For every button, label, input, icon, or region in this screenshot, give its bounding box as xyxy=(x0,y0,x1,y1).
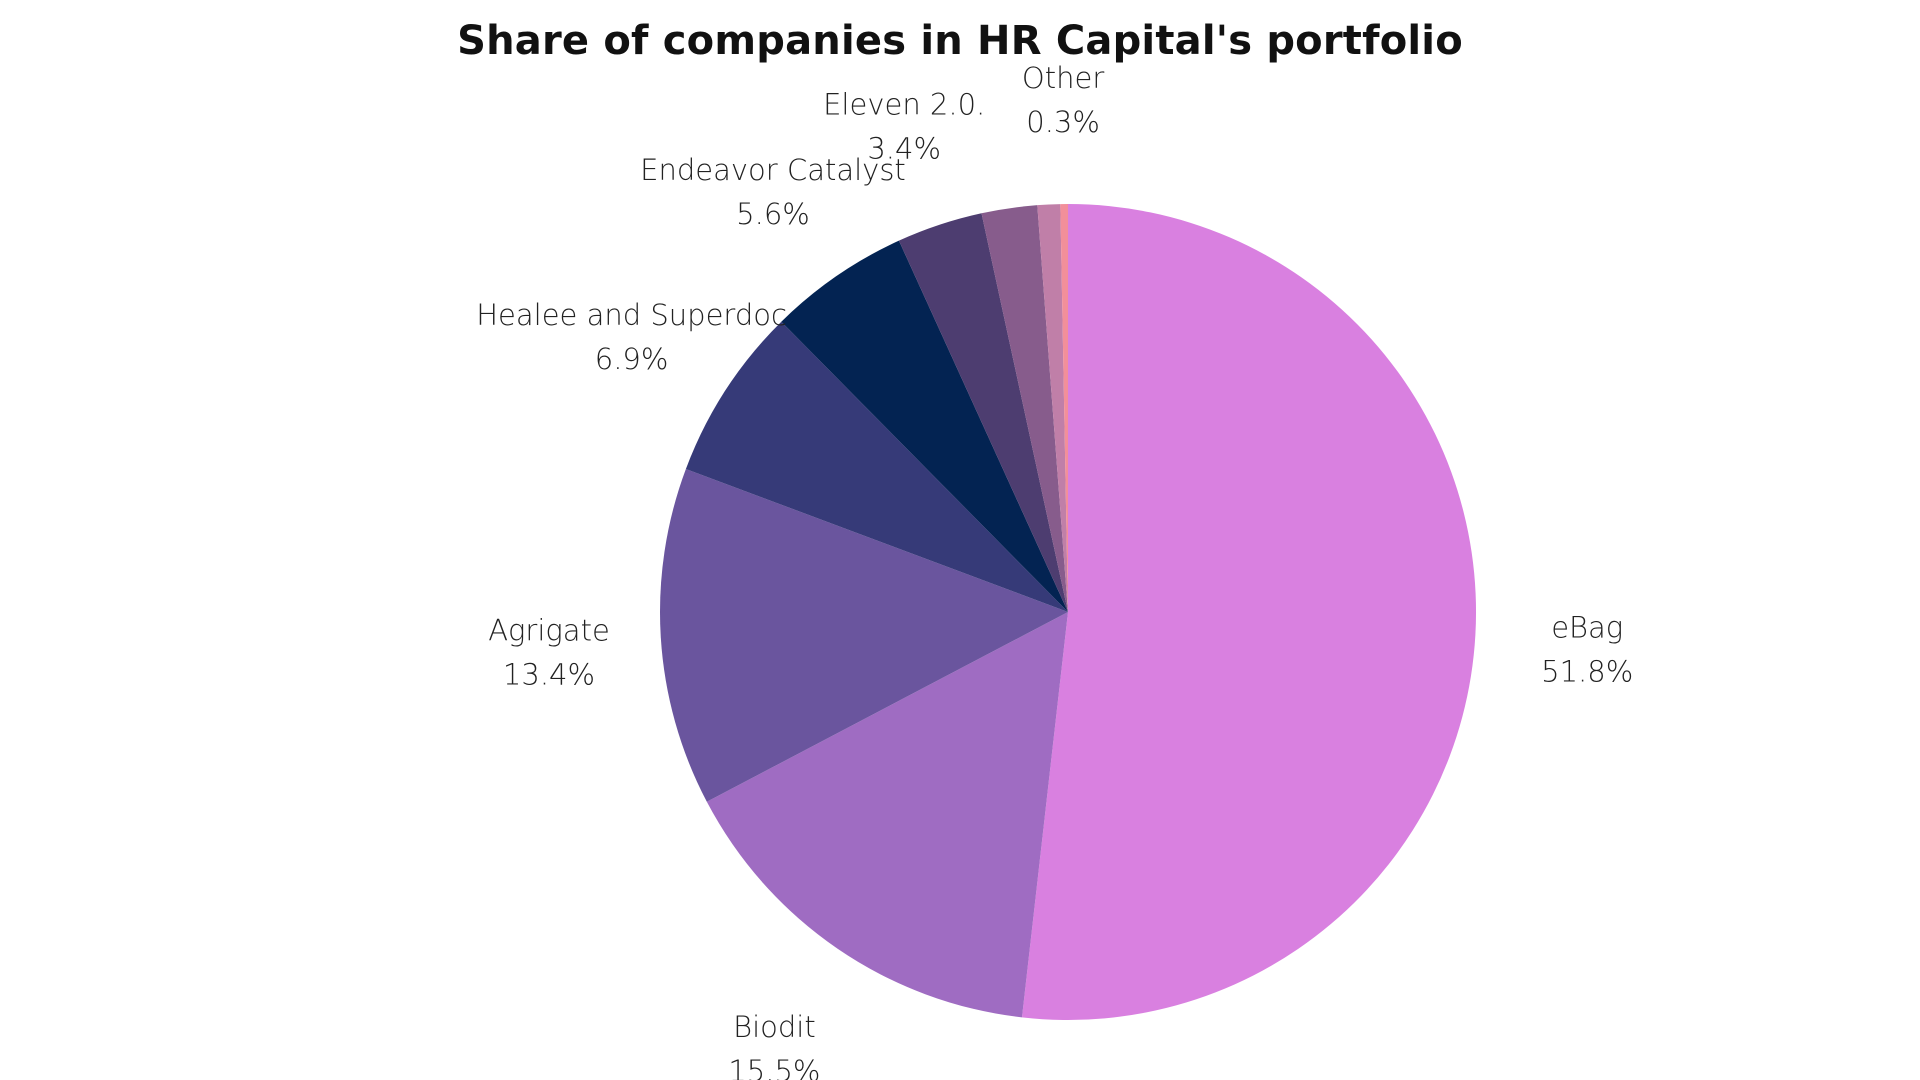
slice-value-other: 0.3% xyxy=(1026,105,1100,139)
slice-label-ebag: eBag xyxy=(1551,610,1623,644)
pie-slice-healee-and-superdoc xyxy=(685,321,1068,612)
slice-value-biodit: 15.5% xyxy=(728,1054,820,1080)
slice-label-agrigate: Agrigate xyxy=(488,614,610,648)
slice-label-other: Other xyxy=(1022,61,1104,95)
slice-label-eleven-2-0: Eleven 2.0. xyxy=(823,88,985,122)
slice-value-ebag: 51.8% xyxy=(1541,654,1633,688)
slice-label-healee-and-superdoc: Healee and Superdoc xyxy=(476,298,787,332)
pie-slices xyxy=(660,203,1477,1020)
slice-value-endeavor-catalyst: 5.6% xyxy=(736,197,810,231)
slice-value-eleven-2-0: 3.4% xyxy=(867,132,941,166)
pie-slice-agrigate xyxy=(660,468,1068,802)
pie-slice-other xyxy=(1060,203,1068,612)
slice-label-endeavor-catalyst: Endeavor Catalyst xyxy=(640,153,906,187)
pie-slice-ebag xyxy=(1021,204,1477,1020)
slice-value-healee-and-superdoc: 6.9% xyxy=(595,342,669,376)
chart-title: Share of companies in HR Capital's portf… xyxy=(457,18,1463,64)
pie-labels: eBag 51.8% Biodit 15.5% Agrigate 13.4% Healee … xyxy=(476,61,1633,1080)
pie-slice-endeavor-catalyst xyxy=(781,240,1068,612)
slice-label-biodit: Biodit xyxy=(733,1010,816,1044)
pie-slice-unlabeled-7 xyxy=(1037,204,1068,612)
pie-slice-biodit xyxy=(706,612,1068,1018)
slice-value-agrigate: 13.4% xyxy=(503,658,595,692)
pie-slice-eleven-2-0 xyxy=(898,213,1068,612)
pie-slice-unlabeled-6 xyxy=(981,205,1068,612)
